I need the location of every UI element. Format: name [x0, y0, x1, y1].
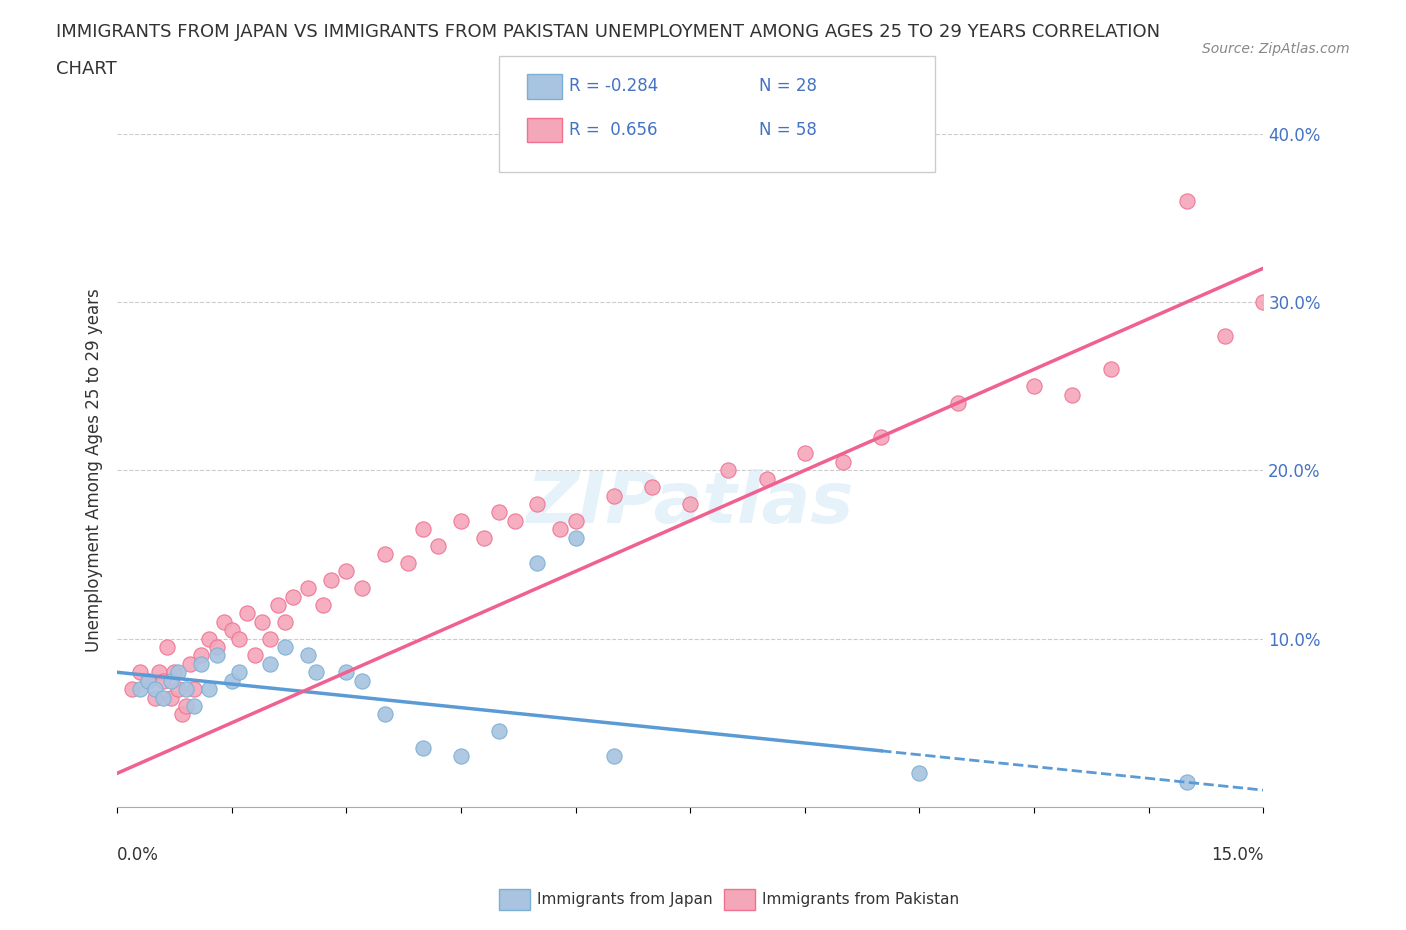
Text: N = 28: N = 28: [759, 77, 817, 96]
Point: [488, 505, 510, 520]
Point: [305, 665, 328, 680]
Text: Source: ZipAtlas.com: Source: ZipAtlas.com: [1202, 42, 1350, 56]
Point: [190, 657, 212, 671]
Point: [152, 690, 174, 705]
Point: [1253, 295, 1275, 310]
Point: [717, 463, 740, 478]
Point: [488, 724, 510, 738]
Point: [396, 555, 419, 570]
Point: [152, 673, 174, 688]
Point: [183, 698, 205, 713]
Point: [205, 648, 228, 663]
Point: [412, 522, 434, 537]
Point: [236, 606, 259, 621]
Point: [136, 673, 159, 688]
Point: [274, 640, 297, 655]
Point: [174, 682, 197, 697]
Point: [190, 648, 212, 663]
Point: [172, 707, 194, 722]
Point: [274, 615, 297, 630]
Point: [450, 513, 472, 528]
Point: [167, 682, 190, 697]
Point: [908, 765, 931, 780]
Point: [450, 749, 472, 764]
Point: [205, 640, 228, 655]
Point: [159, 690, 181, 705]
Point: [1213, 328, 1236, 343]
Point: [412, 740, 434, 755]
Text: CHART: CHART: [56, 60, 117, 78]
Text: Immigrants from Pakistan: Immigrants from Pakistan: [762, 892, 959, 907]
Point: [526, 555, 548, 570]
Point: [374, 547, 396, 562]
Point: [136, 673, 159, 688]
Point: [503, 513, 526, 528]
Point: [472, 530, 495, 545]
Point: [793, 446, 815, 461]
Point: [179, 657, 201, 671]
Point: [335, 665, 357, 680]
Point: [183, 682, 205, 697]
Point: [1175, 775, 1198, 790]
Point: [679, 497, 702, 512]
Text: R = -0.284: R = -0.284: [569, 77, 658, 96]
Point: [145, 682, 167, 697]
Point: [198, 631, 221, 646]
Point: [321, 572, 343, 587]
Text: ZIPatlas: ZIPatlas: [527, 470, 853, 538]
Point: [335, 564, 357, 578]
Point: [297, 648, 319, 663]
Point: [350, 580, 373, 595]
Point: [252, 615, 274, 630]
Point: [526, 497, 548, 512]
Point: [870, 429, 893, 444]
Point: [603, 488, 626, 503]
Point: [1062, 387, 1084, 402]
Point: [129, 665, 152, 680]
Point: [374, 707, 396, 722]
Text: IMMIGRANTS FROM JAPAN VS IMMIGRANTS FROM PAKISTAN UNEMPLOYMENT AMONG AGES 25 TO : IMMIGRANTS FROM JAPAN VS IMMIGRANTS FROM…: [56, 23, 1160, 41]
Point: [259, 631, 281, 646]
Point: [641, 480, 664, 495]
Text: R =  0.656: R = 0.656: [569, 121, 658, 140]
Point: [266, 597, 288, 612]
Point: [121, 682, 143, 697]
Point: [550, 522, 572, 537]
Point: [832, 455, 855, 470]
Point: [228, 665, 250, 680]
Point: [281, 589, 304, 604]
Point: [1022, 379, 1045, 393]
Point: [129, 682, 152, 697]
Point: [148, 665, 170, 680]
Point: [221, 623, 243, 638]
Point: [212, 615, 235, 630]
Text: Immigrants from Japan: Immigrants from Japan: [537, 892, 713, 907]
Point: [564, 530, 586, 545]
Point: [1175, 193, 1198, 208]
Point: [174, 698, 197, 713]
Text: N = 58: N = 58: [759, 121, 817, 140]
Point: [163, 665, 186, 680]
Point: [198, 682, 221, 697]
Point: [145, 690, 167, 705]
Text: 0.0%: 0.0%: [117, 846, 159, 864]
Point: [221, 673, 243, 688]
Point: [755, 472, 778, 486]
Point: [350, 673, 373, 688]
Point: [228, 631, 250, 646]
Point: [564, 513, 586, 528]
Point: [312, 597, 335, 612]
Point: [159, 673, 181, 688]
Point: [243, 648, 266, 663]
Point: [1099, 362, 1122, 377]
Point: [297, 580, 319, 595]
Point: [167, 665, 190, 680]
Point: [603, 749, 626, 764]
Y-axis label: Unemployment Among Ages 25 to 29 years: Unemployment Among Ages 25 to 29 years: [86, 288, 103, 652]
Point: [156, 640, 179, 655]
Point: [259, 657, 281, 671]
Text: 15.0%: 15.0%: [1211, 846, 1264, 864]
Point: [946, 395, 969, 410]
Point: [427, 538, 450, 553]
